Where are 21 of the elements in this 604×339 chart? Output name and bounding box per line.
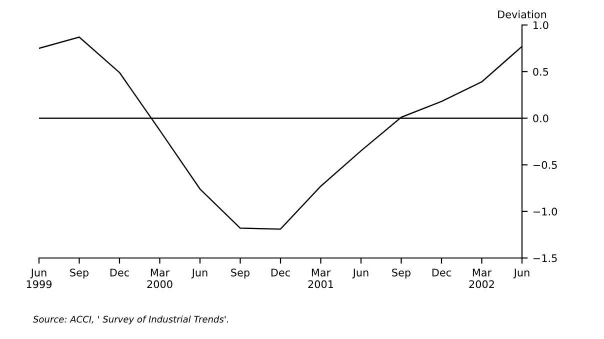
y-axis-title: Deviation <box>498 10 546 18</box>
y-tick-label: 0.0 <box>533 114 548 122</box>
x-tick-label: Jun 1999 <box>26 268 52 288</box>
x-tick-label: Sep <box>70 268 88 278</box>
y-tick-label: 0.5 <box>533 68 548 76</box>
y-tick-label: −0.5 <box>534 161 557 169</box>
x-tick-label: Dec <box>271 268 290 276</box>
x-tick-label: Jun <box>513 268 530 278</box>
y-tick-label: −1.5 <box>534 254 557 262</box>
x-tick-label: Mar 2000 <box>147 268 172 288</box>
source-note: Source: ACCI, ' Survey of Industrial Trends'. <box>33 316 228 324</box>
x-tick-label: Mar 2001 <box>308 268 334 288</box>
x-tick-label: Jun <box>191 268 208 278</box>
x-tick-label: Dec <box>432 268 451 276</box>
y-tick-label: −1.0 <box>534 208 558 216</box>
x-tick-label: Mar 2002 <box>469 268 494 288</box>
x-tick-label: Sep <box>392 268 410 278</box>
x-tick-label: Dec <box>110 268 129 276</box>
x-tick-label: Sep <box>231 268 250 278</box>
x-tick-label: Jun <box>352 268 368 278</box>
y-tick-label: 1.0 <box>534 21 548 30</box>
